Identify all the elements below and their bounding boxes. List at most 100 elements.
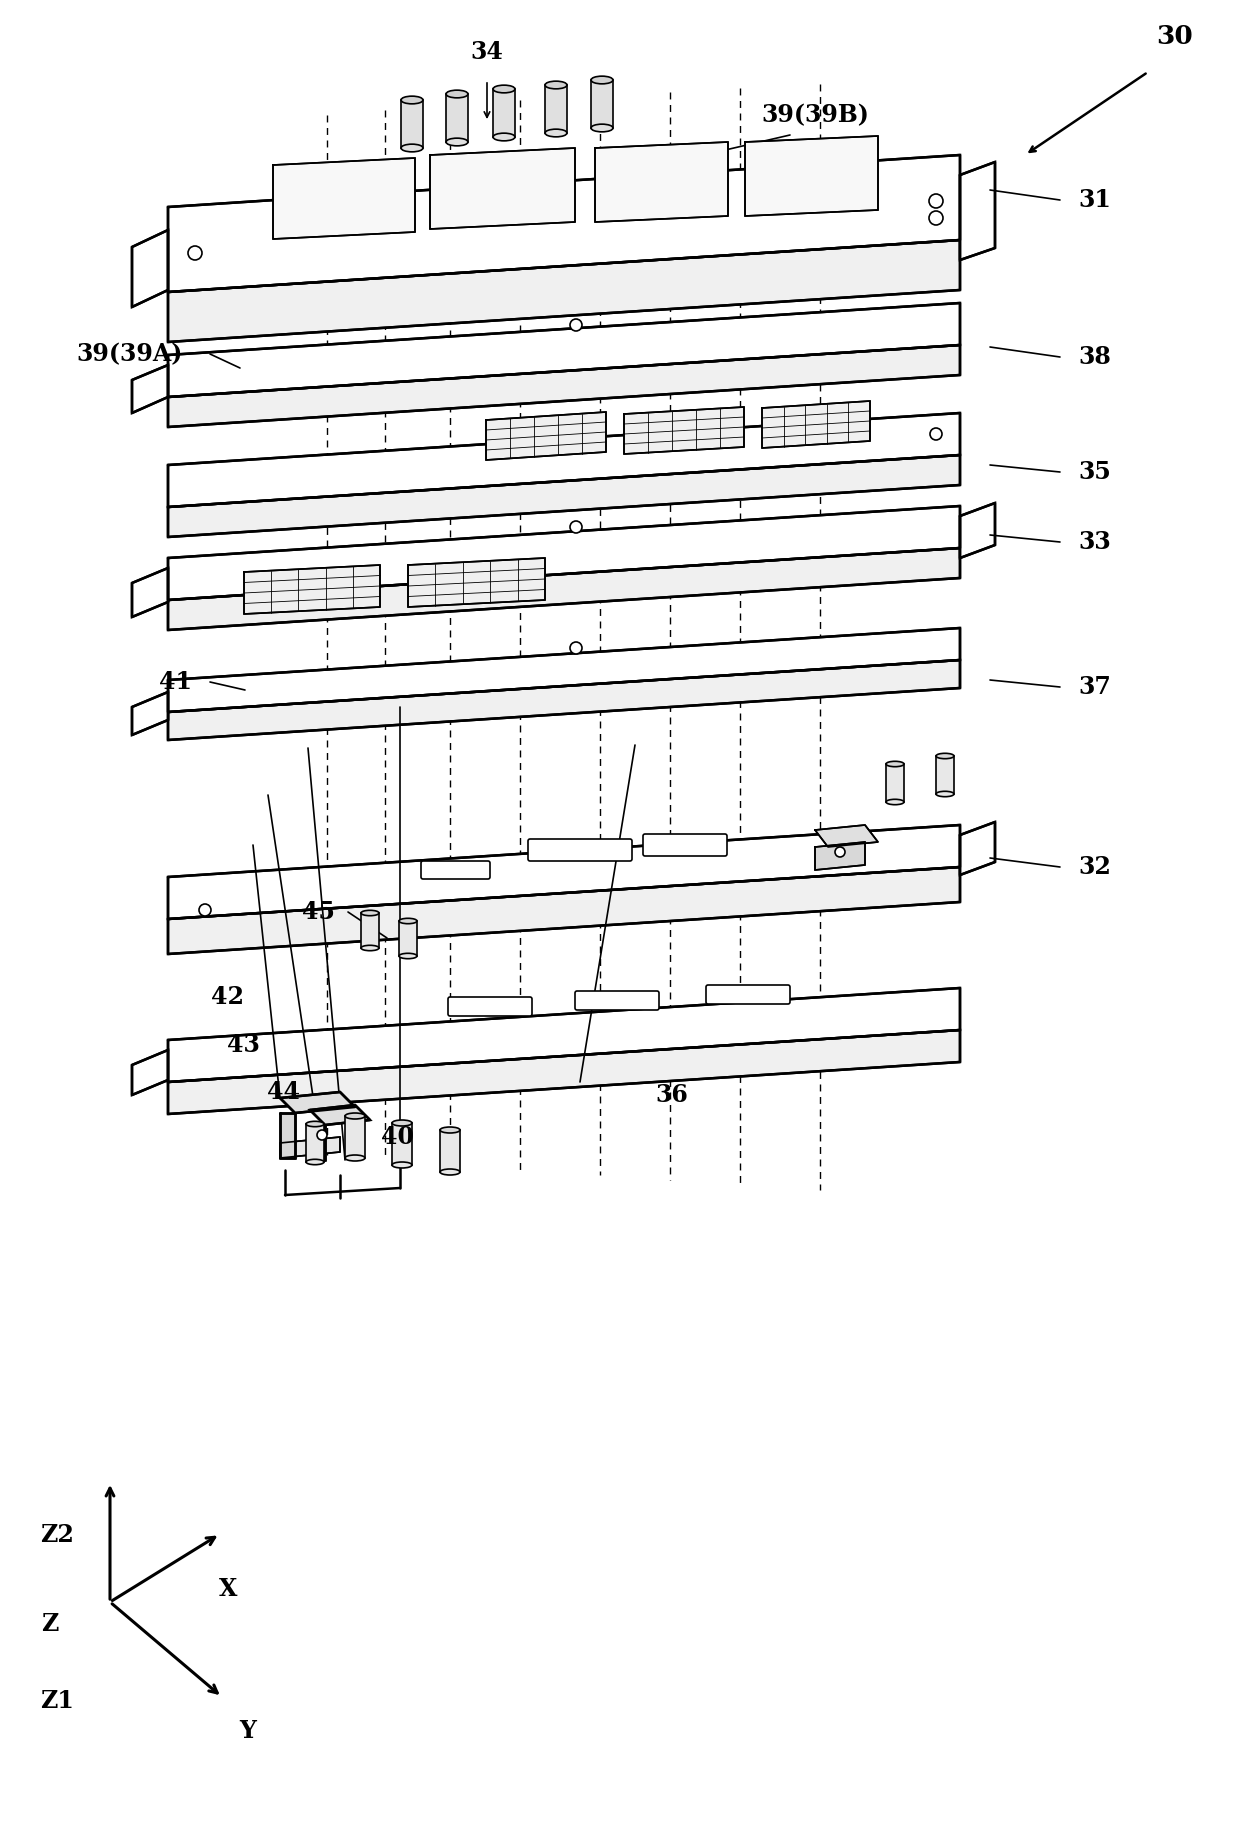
- Text: 38: 38: [1079, 345, 1111, 369]
- Text: 40: 40: [381, 1124, 413, 1148]
- Bar: [591, 81, 613, 129]
- Circle shape: [570, 320, 582, 331]
- Polygon shape: [167, 154, 960, 292]
- Polygon shape: [280, 1091, 355, 1113]
- FancyBboxPatch shape: [422, 862, 490, 878]
- Ellipse shape: [345, 1155, 365, 1161]
- Ellipse shape: [440, 1168, 460, 1176]
- FancyBboxPatch shape: [448, 997, 532, 1016]
- Bar: [446, 94, 467, 141]
- Text: 41: 41: [159, 671, 191, 694]
- Circle shape: [929, 195, 942, 208]
- Polygon shape: [595, 141, 728, 222]
- Polygon shape: [167, 303, 960, 397]
- Polygon shape: [815, 825, 878, 847]
- Ellipse shape: [936, 792, 954, 797]
- Polygon shape: [244, 566, 379, 614]
- Circle shape: [570, 428, 582, 441]
- Polygon shape: [167, 988, 960, 1082]
- Polygon shape: [167, 547, 960, 630]
- Polygon shape: [131, 230, 167, 307]
- Polygon shape: [960, 821, 994, 874]
- Polygon shape: [280, 1113, 295, 1157]
- Bar: [936, 757, 954, 794]
- Polygon shape: [131, 366, 167, 413]
- Polygon shape: [131, 568, 167, 617]
- Bar: [546, 85, 567, 132]
- Text: 43: 43: [227, 1032, 259, 1056]
- Circle shape: [570, 641, 582, 654]
- Ellipse shape: [446, 90, 467, 97]
- Circle shape: [930, 428, 942, 441]
- Polygon shape: [310, 1106, 370, 1124]
- Circle shape: [835, 847, 844, 858]
- Text: Z2: Z2: [40, 1523, 74, 1547]
- Ellipse shape: [887, 761, 904, 766]
- Polygon shape: [167, 505, 960, 601]
- Text: 33: 33: [1079, 531, 1111, 555]
- Bar: [399, 920, 417, 955]
- Text: 32: 32: [1079, 854, 1111, 878]
- Polygon shape: [430, 149, 575, 230]
- Ellipse shape: [399, 953, 417, 959]
- Ellipse shape: [440, 1128, 460, 1133]
- Ellipse shape: [306, 1159, 324, 1165]
- Ellipse shape: [494, 85, 515, 94]
- Text: Y: Y: [239, 1719, 257, 1743]
- Ellipse shape: [887, 799, 904, 805]
- Polygon shape: [310, 1124, 325, 1159]
- Ellipse shape: [401, 96, 423, 105]
- Ellipse shape: [392, 1121, 412, 1126]
- Ellipse shape: [361, 946, 379, 952]
- Ellipse shape: [345, 1113, 365, 1119]
- Polygon shape: [763, 400, 870, 448]
- Bar: [306, 1124, 324, 1163]
- Text: Z: Z: [41, 1613, 58, 1637]
- FancyBboxPatch shape: [706, 985, 790, 1005]
- Polygon shape: [960, 503, 994, 558]
- Circle shape: [198, 904, 211, 917]
- Text: 45: 45: [301, 900, 335, 924]
- Ellipse shape: [446, 138, 467, 145]
- FancyBboxPatch shape: [644, 834, 727, 856]
- Bar: [494, 88, 515, 138]
- Polygon shape: [486, 411, 606, 459]
- Bar: [887, 764, 904, 803]
- Ellipse shape: [399, 918, 417, 924]
- Polygon shape: [745, 136, 878, 217]
- Text: 31: 31: [1079, 187, 1111, 211]
- Ellipse shape: [591, 75, 613, 85]
- Ellipse shape: [306, 1121, 324, 1126]
- Ellipse shape: [361, 911, 379, 915]
- Polygon shape: [131, 693, 167, 735]
- Polygon shape: [167, 825, 960, 918]
- FancyBboxPatch shape: [528, 840, 632, 862]
- Polygon shape: [624, 408, 744, 454]
- Text: 39(39A): 39(39A): [77, 342, 184, 366]
- Text: X: X: [218, 1576, 237, 1602]
- Polygon shape: [167, 413, 960, 507]
- Polygon shape: [815, 841, 866, 871]
- Polygon shape: [131, 1051, 167, 1095]
- Polygon shape: [167, 456, 960, 536]
- Circle shape: [317, 1130, 327, 1141]
- Circle shape: [570, 522, 582, 533]
- Polygon shape: [280, 1137, 340, 1157]
- Text: 37: 37: [1079, 674, 1111, 700]
- Text: Z1: Z1: [40, 1688, 74, 1712]
- Polygon shape: [167, 1031, 960, 1113]
- Bar: [345, 1117, 365, 1157]
- Polygon shape: [273, 158, 415, 239]
- Ellipse shape: [401, 143, 423, 152]
- Text: 35: 35: [1079, 459, 1111, 483]
- Ellipse shape: [392, 1163, 412, 1168]
- Circle shape: [188, 246, 202, 261]
- Text: 39(39B): 39(39B): [761, 103, 869, 127]
- Ellipse shape: [936, 753, 954, 759]
- Polygon shape: [167, 659, 960, 740]
- Bar: [440, 1130, 460, 1172]
- Bar: [392, 1122, 412, 1165]
- FancyBboxPatch shape: [575, 990, 658, 1010]
- Ellipse shape: [494, 132, 515, 141]
- Polygon shape: [960, 162, 994, 261]
